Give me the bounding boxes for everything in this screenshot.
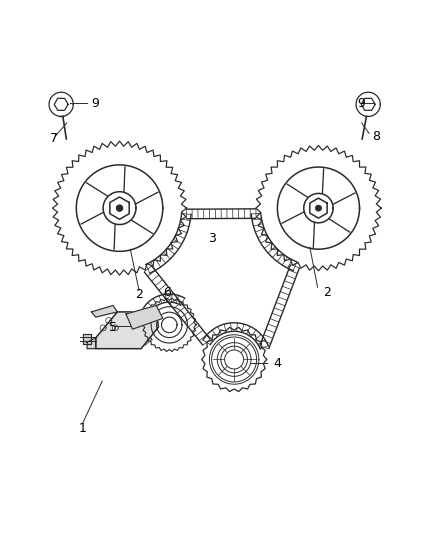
Polygon shape (83, 334, 92, 344)
Text: 3: 3 (208, 232, 216, 245)
Text: 9: 9 (92, 96, 99, 110)
Polygon shape (316, 206, 321, 211)
Text: 1: 1 (78, 422, 86, 435)
Text: 5: 5 (109, 320, 117, 334)
Text: 9: 9 (357, 96, 365, 110)
Text: 2: 2 (134, 288, 142, 301)
Polygon shape (87, 338, 96, 349)
Polygon shape (96, 312, 159, 349)
Text: 8: 8 (372, 130, 381, 143)
Text: 7: 7 (50, 132, 58, 146)
Polygon shape (117, 205, 123, 211)
Polygon shape (92, 305, 117, 317)
Polygon shape (126, 305, 163, 329)
Text: 6: 6 (163, 286, 171, 299)
Text: 2: 2 (323, 286, 331, 299)
Text: 4: 4 (273, 357, 281, 370)
